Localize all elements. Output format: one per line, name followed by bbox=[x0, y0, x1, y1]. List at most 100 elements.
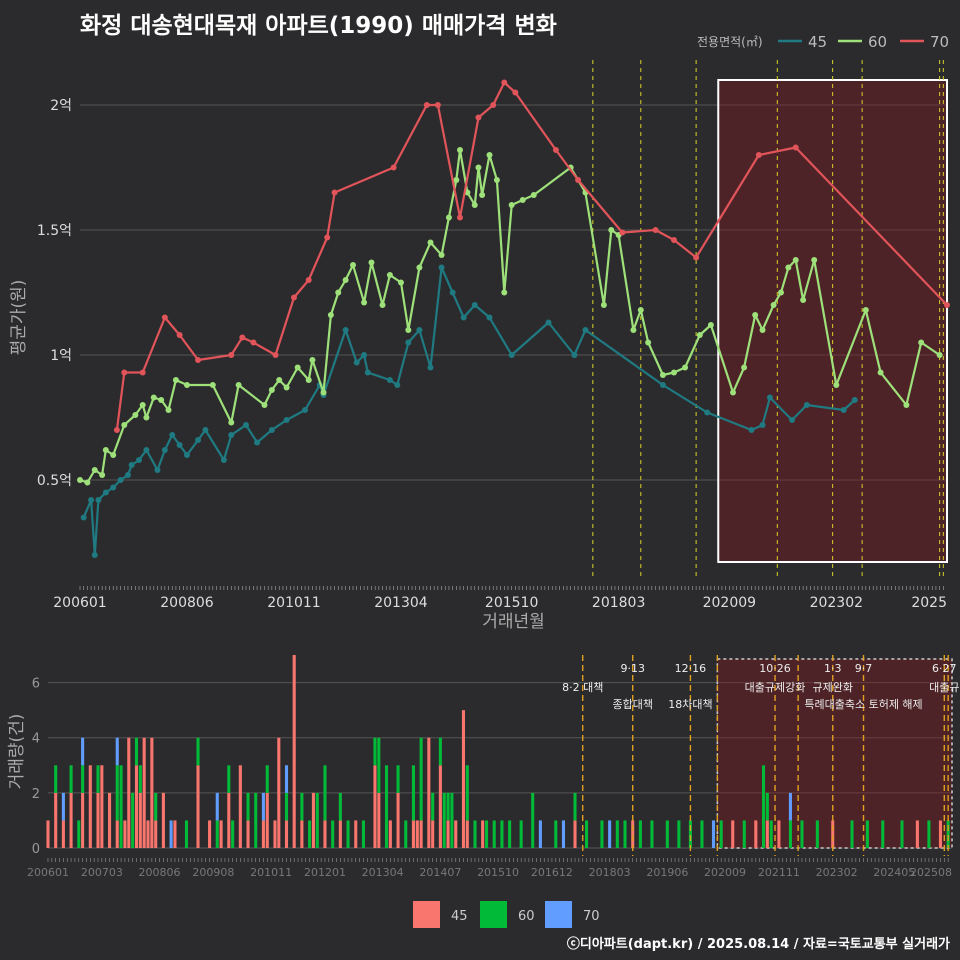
data-point-70 bbox=[290, 294, 297, 301]
data-point-70 bbox=[113, 427, 120, 433]
bar-legend-key-60 bbox=[480, 901, 507, 928]
volume-bar-45 bbox=[246, 820, 250, 848]
data-point-70 bbox=[324, 234, 331, 241]
page-title: 화정 대송현대목재 아파트(1990) 매매가격 변화 bbox=[80, 13, 557, 39]
policy-date-label: 10·26 bbox=[759, 662, 791, 675]
footer-credit: ⓒ디아파트(dapt.kr) / 2025.08.14 / 자료=국토교통부 실… bbox=[566, 937, 950, 952]
x-tick-label: 201803 bbox=[589, 866, 631, 879]
policy-label: 대출규제강화 bbox=[745, 681, 806, 694]
volume-bar-45 bbox=[354, 820, 358, 848]
volume-bar-45 bbox=[134, 765, 139, 848]
volume-bar-45 bbox=[238, 765, 242, 848]
volume-bar-45 bbox=[427, 737, 431, 848]
volume-bar-60 bbox=[761, 765, 766, 848]
data-point-70 bbox=[512, 89, 519, 96]
volume-bar-60 bbox=[396, 765, 400, 793]
x-tick-label: 201407 bbox=[419, 866, 461, 879]
x-tick-label: 201304 bbox=[362, 866, 404, 879]
volume-bar-45 bbox=[227, 792, 231, 848]
volume-bar-60 bbox=[881, 820, 885, 848]
data-point-70 bbox=[305, 277, 312, 283]
data-point-60 bbox=[132, 412, 139, 418]
data-point-70 bbox=[670, 237, 677, 243]
policy-label: 대출규 bbox=[929, 681, 959, 694]
data-point-60 bbox=[427, 239, 434, 246]
data-point-60 bbox=[453, 177, 460, 183]
data-point-60 bbox=[102, 447, 109, 453]
data-point-45 bbox=[342, 327, 349, 333]
policy-date-label: 6·27 bbox=[932, 662, 957, 675]
data-point-70 bbox=[552, 147, 559, 153]
volume-bar-70 bbox=[169, 820, 173, 848]
volume-bar-60 bbox=[573, 792, 577, 821]
data-point-60 bbox=[833, 382, 840, 388]
data-point-60 bbox=[600, 302, 607, 308]
data-point-60 bbox=[501, 289, 508, 296]
volume-bar-60 bbox=[484, 820, 489, 848]
data-point-60 bbox=[530, 192, 537, 198]
legend-label-45: 45 bbox=[808, 33, 827, 51]
data-point-45 bbox=[254, 439, 261, 446]
data-point-70 bbox=[239, 334, 246, 341]
x-tick-label: 201612 bbox=[531, 866, 573, 879]
volume-bar-60 bbox=[361, 820, 365, 848]
volume-bar-45 bbox=[388, 820, 392, 848]
volume-bar-45 bbox=[54, 792, 58, 848]
volume-bar-45 bbox=[108, 792, 112, 848]
volume-bar-45 bbox=[127, 737, 131, 848]
data-point-60 bbox=[172, 377, 179, 383]
data-point-45 bbox=[110, 484, 117, 491]
data-point-70 bbox=[792, 144, 799, 151]
data-point-60 bbox=[445, 214, 452, 221]
volume-bar-60 bbox=[419, 737, 423, 821]
volume-bar-70 bbox=[284, 765, 289, 793]
volume-bar-60 bbox=[519, 820, 523, 848]
volume-bar-45 bbox=[411, 820, 415, 848]
volume-bar-60 bbox=[600, 820, 604, 848]
data-point-45 bbox=[353, 359, 360, 366]
data-point-45 bbox=[659, 382, 666, 388]
data-point-45 bbox=[704, 409, 711, 416]
x-tick-label: 202009 bbox=[703, 595, 756, 611]
volume-bar-45 bbox=[415, 820, 419, 848]
data-point-60 bbox=[630, 327, 637, 333]
data-point-60 bbox=[158, 397, 165, 403]
volume-bar-60 bbox=[788, 820, 792, 848]
volume-bar-60 bbox=[465, 765, 469, 821]
data-point-45 bbox=[851, 397, 858, 403]
x-tick-label: 201803 bbox=[592, 595, 645, 611]
x-tick-label: 200806 bbox=[160, 595, 214, 611]
data-point-45 bbox=[154, 467, 161, 473]
volume-bar-45 bbox=[173, 820, 177, 848]
volume-bar-45 bbox=[338, 820, 342, 848]
volume-bar-60 bbox=[623, 820, 627, 848]
data-point-60 bbox=[183, 382, 190, 388]
x-tick-label: 200703 bbox=[81, 866, 123, 879]
data-point-60 bbox=[759, 327, 766, 333]
volume-bar-60 bbox=[315, 792, 319, 848]
volume-bar-60 bbox=[638, 820, 642, 848]
volume-bar-60 bbox=[446, 792, 450, 821]
data-point-70 bbox=[944, 302, 950, 308]
volume-bar-70 bbox=[608, 820, 612, 848]
volume-bar-45 bbox=[300, 820, 304, 848]
data-point-45 bbox=[545, 319, 552, 326]
data-point-60 bbox=[682, 364, 689, 371]
data-point-60 bbox=[139, 402, 146, 408]
data-point-60 bbox=[91, 467, 98, 473]
volume-bar-45 bbox=[731, 820, 735, 848]
data-point-45 bbox=[228, 432, 235, 438]
y-axis-title: 거래량(건) bbox=[7, 714, 27, 790]
volume-bar-45 bbox=[323, 820, 327, 848]
data-point-45 bbox=[405, 339, 412, 346]
volume-bar-60 bbox=[265, 765, 269, 793]
volume-chart: 0 2 4 6 8·2 대책 9·13 종합대책 12·16 18차대책 10·26 대출규제강화 1… bbox=[7, 655, 959, 879]
volume-bar-60 bbox=[815, 820, 819, 848]
data-point-45 bbox=[508, 352, 515, 358]
x-tick-label: 202508 bbox=[910, 866, 952, 879]
data-point-45 bbox=[803, 402, 810, 408]
data-point-45 bbox=[128, 462, 135, 468]
data-point-60 bbox=[862, 307, 869, 313]
data-point-60 bbox=[770, 302, 777, 308]
y-tick-label: 2 bbox=[32, 787, 40, 802]
